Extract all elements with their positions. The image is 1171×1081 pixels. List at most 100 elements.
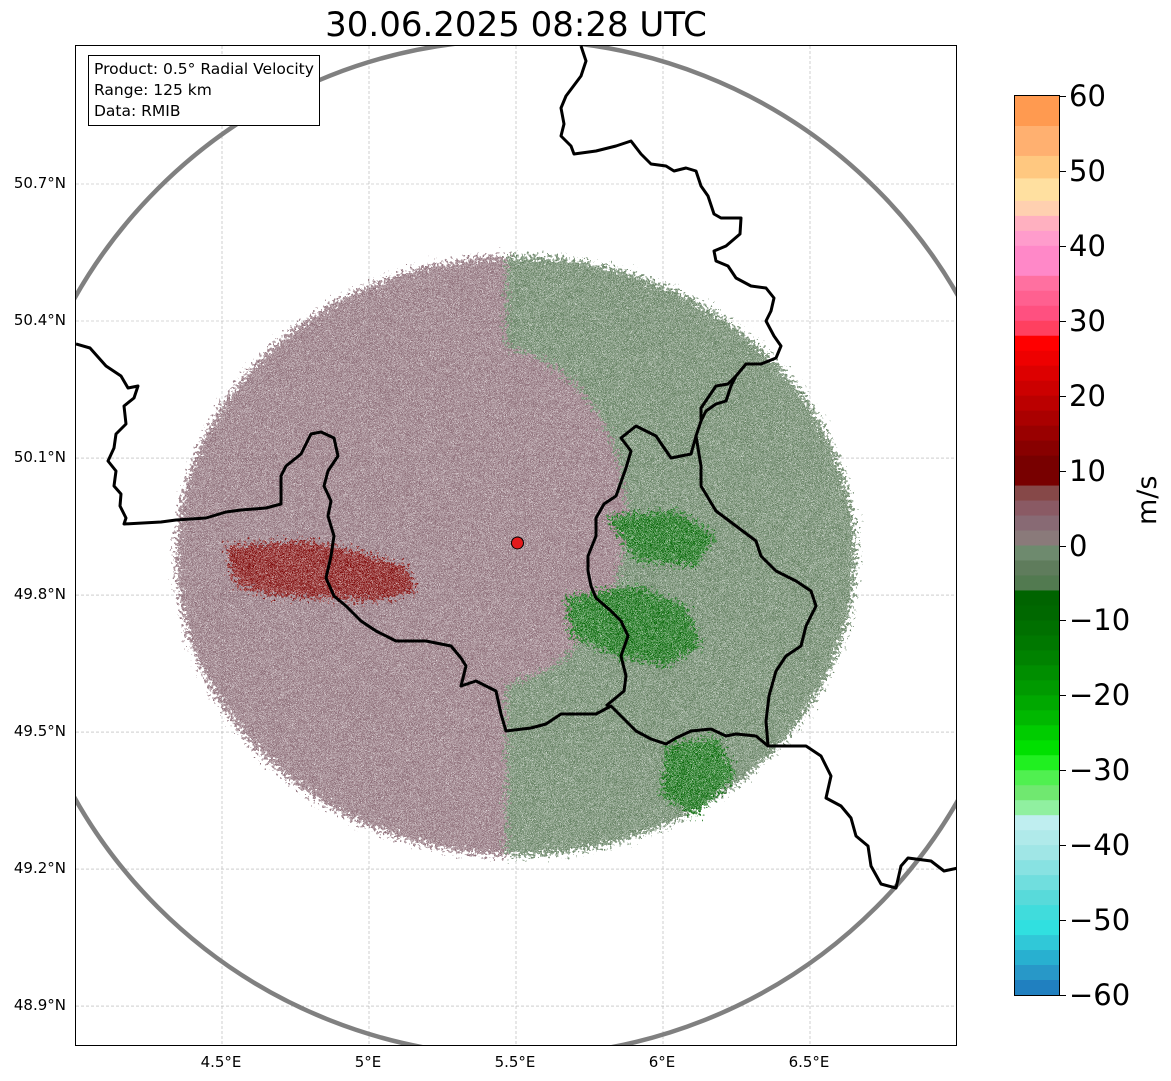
colorbar-band <box>1015 230 1059 247</box>
colorbar-band <box>1015 530 1059 546</box>
colorbar-tick-label: −50 <box>1069 903 1131 938</box>
colorbar-band <box>1015 425 1059 442</box>
colorbar-band <box>1015 920 1059 936</box>
colorbar-band <box>1015 665 1059 681</box>
colorbar-tick-mark <box>1060 995 1066 996</box>
colorbar-band <box>1015 320 1059 337</box>
colorbar-band <box>1015 380 1059 397</box>
colorbar-band <box>1015 350 1059 367</box>
colorbar-band <box>1015 335 1059 352</box>
colorbar-band <box>1015 560 1059 576</box>
border-line <box>76 342 956 890</box>
colorbar-band <box>1015 785 1059 801</box>
colorbar-band <box>1015 275 1059 292</box>
colorbar-tick-label: −20 <box>1069 678 1131 713</box>
colorbar-tick-mark <box>1060 920 1066 922</box>
radar-map[interactable] <box>75 45 957 1046</box>
colorbar-tick-mark <box>1060 96 1066 97</box>
colorbar-tick-label: −10 <box>1069 603 1131 638</box>
colorbar-tick-label: 40 <box>1069 228 1106 263</box>
colorbar-band <box>1015 815 1059 831</box>
colorbar-band <box>1015 845 1059 861</box>
strong-approaching-cell <box>606 511 716 566</box>
colorbar-band <box>1015 455 1059 487</box>
colorbar-tick-label: 0 <box>1069 528 1088 563</box>
colorbar-band <box>1015 680 1059 696</box>
colorbar-band <box>1015 125 1059 157</box>
colorbar-tick-label: 10 <box>1069 453 1106 488</box>
colorbar-tick-mark <box>1060 620 1066 622</box>
colorbar-tick-mark <box>1060 470 1066 472</box>
colorbar-band <box>1015 950 1059 966</box>
colorbar-band <box>1015 650 1059 666</box>
colorbar-band <box>1015 178 1059 202</box>
colorbar-tick-label: 30 <box>1069 303 1106 338</box>
latitude-tick-label: 50.1°N <box>13 448 66 467</box>
longitude-tick-label: 5.5°E <box>494 1053 536 1071</box>
colorbar-band <box>1015 965 1059 981</box>
colorbar-tick-mark <box>1060 695 1066 697</box>
colorbar-band <box>1015 365 1059 382</box>
colorbar-bands <box>1015 96 1059 995</box>
radar-site-marker <box>510 536 524 550</box>
colorbar-band <box>1015 215 1059 232</box>
latitude-tick-label: 50.4°N <box>13 311 66 329</box>
colorbar-tick-label: 20 <box>1069 378 1106 413</box>
longitude-tick-label: 6.5°E <box>788 1053 830 1071</box>
longitude-tick-label: 4.5°E <box>200 1053 242 1071</box>
colorbar-band <box>1015 410 1059 427</box>
colorbar-band <box>1015 935 1059 951</box>
strong-approaching-cell <box>566 586 701 666</box>
receding-weak-inner <box>346 346 626 686</box>
longitude-tick-label: 5°E <box>354 1053 382 1071</box>
colorbar-band <box>1015 96 1059 127</box>
info-product: Product: 0.5° Radial Velocity <box>94 60 314 78</box>
colorbar-band <box>1015 860 1059 876</box>
colorbar-band <box>1015 695 1059 711</box>
colorbar-band <box>1015 575 1059 591</box>
latitude-tick-label: 49.2°N <box>13 859 66 878</box>
colorbar-band <box>1015 605 1059 621</box>
colorbar-band <box>1015 395 1059 412</box>
colorbar <box>1014 95 1060 996</box>
colorbar-band <box>1015 440 1059 457</box>
latitude-tick-label: 48.9°N <box>13 996 66 1015</box>
colorbar-band <box>1015 770 1059 786</box>
latitude-tick-label: 50.7°N <box>13 174 66 192</box>
colorbar-band <box>1015 590 1059 606</box>
border-line <box>694 375 818 747</box>
colorbar-band <box>1015 290 1059 307</box>
colorbar-tick-mark <box>1060 320 1066 322</box>
colorbar-tick-label: −40 <box>1069 828 1131 863</box>
latitude-tick-label: 49.5°N <box>13 722 66 741</box>
colorbar-band <box>1015 200 1059 217</box>
colorbar-band <box>1015 515 1059 532</box>
longitude-tick-label: 6°E <box>648 1053 676 1071</box>
chart-title: 30.06.2025 08:28 UTC <box>325 5 707 45</box>
colorbar-band <box>1015 740 1059 756</box>
latitude-tick-label: 49.8°N <box>13 585 66 604</box>
strong-approaching-cell <box>661 736 736 816</box>
strong-receding-band <box>226 541 416 601</box>
colorbar-tick-label: 50 <box>1069 153 1106 188</box>
colorbar-tick-label: −60 <box>1069 978 1131 1012</box>
colorbar-band <box>1015 800 1059 816</box>
colorbar-tick-mark <box>1060 845 1066 847</box>
colorbar-band <box>1015 485 1059 502</box>
colorbar-tick-mark <box>1060 245 1066 247</box>
colorbar-band <box>1015 710 1059 726</box>
colorbar-band <box>1015 635 1059 651</box>
colorbar-band <box>1015 545 1059 561</box>
colorbar-tick-mark <box>1060 395 1066 397</box>
info-range: Range: 125 km <box>94 81 212 99</box>
info-source: Data: RMIB <box>94 102 181 120</box>
colorbar-tick-mark <box>1060 170 1066 172</box>
map-canvas <box>76 46 956 1045</box>
colorbar-band <box>1015 875 1059 891</box>
colorbar-tick-label: −30 <box>1069 753 1131 788</box>
colorbar-tick-label: 60 <box>1069 79 1106 113</box>
velocity-echo-field <box>176 256 856 856</box>
colorbar-band <box>1015 725 1059 741</box>
info-box: Product: 0.5° Radial Velocity Range: 125… <box>88 55 320 126</box>
colorbar-band <box>1015 905 1059 921</box>
